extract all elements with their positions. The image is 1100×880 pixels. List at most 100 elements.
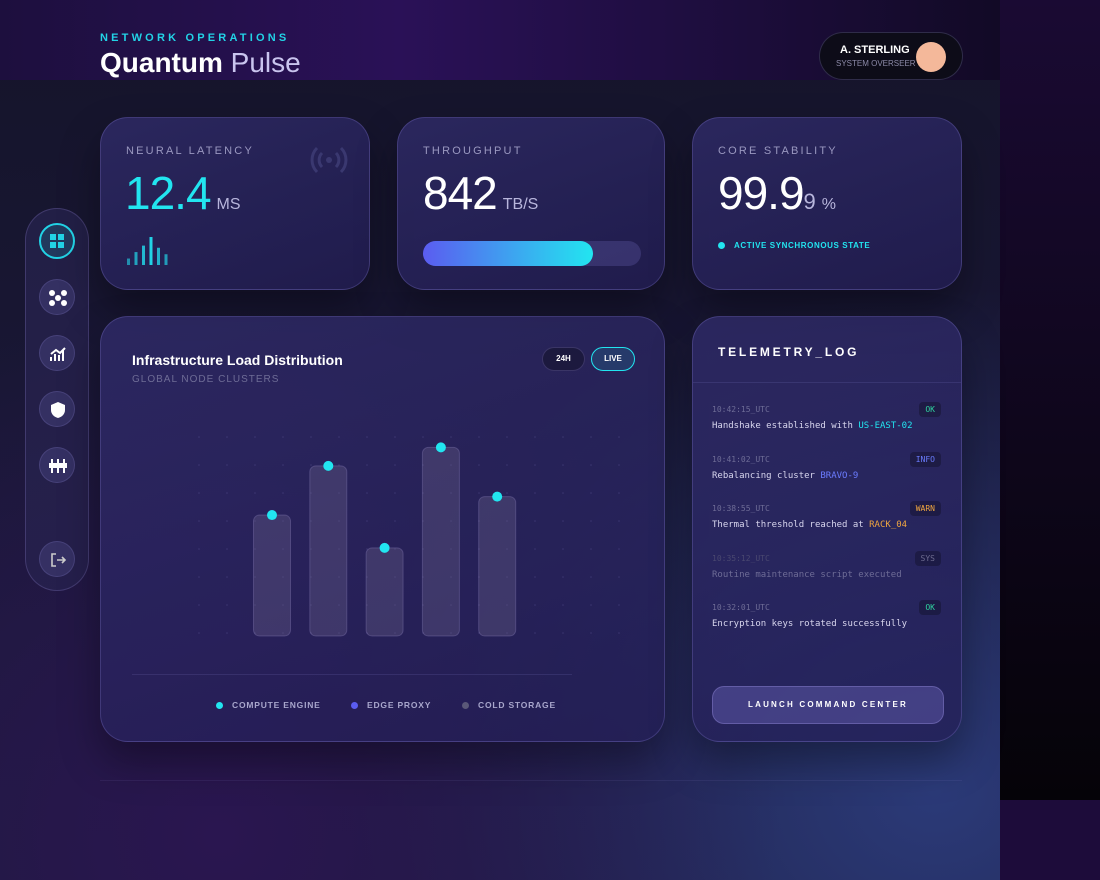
- legend-dot: [462, 702, 469, 709]
- grid-dot: [450, 520, 452, 522]
- grid-dot: [198, 632, 200, 634]
- metric-value-row: 99.99%: [718, 166, 836, 220]
- log-text: Handshake established with: [712, 421, 853, 431]
- progress-track: [423, 241, 641, 266]
- sidebar: [25, 208, 89, 591]
- grid-dot: [282, 548, 284, 550]
- side-strip: [1000, 0, 1100, 800]
- grid-dot: [422, 576, 424, 578]
- grid-dot: [310, 548, 312, 550]
- grid-dot: [394, 464, 396, 466]
- grid-dot: [366, 604, 368, 606]
- grid-dot: [310, 464, 312, 466]
- grid-dot: [618, 520, 620, 522]
- grid-dot: [338, 576, 340, 578]
- grid-dot: [338, 464, 340, 466]
- legend-label: COLD STORAGE: [478, 700, 556, 710]
- grid-dot: [310, 520, 312, 522]
- legend-label: EDGE PROXY: [367, 700, 432, 710]
- launch-button[interactable]: LAUNCH COMMAND CENTER: [712, 686, 944, 724]
- grid-dot: [618, 632, 620, 634]
- metric-unit: MS: [216, 196, 241, 213]
- grid-dot: [254, 632, 256, 634]
- grid-dot: [506, 548, 508, 550]
- bar: [309, 465, 348, 637]
- grid-dot: [226, 492, 228, 494]
- grid-dot: [282, 632, 284, 634]
- divider: [132, 674, 572, 675]
- grid-dot: [394, 520, 396, 522]
- bar: [253, 514, 291, 637]
- grid-dot: [562, 576, 564, 578]
- icon: [51, 402, 65, 418]
- grid-dot: [506, 492, 508, 494]
- spark-bar: [142, 245, 145, 265]
- grid-dot: [590, 576, 592, 578]
- log-time: 10:32:01_UTC: [712, 603, 770, 612]
- grid-dot: [506, 632, 508, 634]
- nav-security[interactable]: [39, 391, 75, 427]
- metric-unit: %: [821, 196, 837, 213]
- grid-dot: [450, 492, 452, 494]
- grid-dot: [562, 632, 564, 634]
- grid-dot: [422, 492, 424, 494]
- log-text: Encryption keys rotated successfully: [712, 619, 908, 629]
- grid-dot: [310, 492, 312, 494]
- grid-dot: [506, 604, 508, 606]
- grid-dot: [450, 464, 452, 466]
- eyebrow: NETWORK OPERATIONS: [100, 32, 290, 44]
- grid-dot: [590, 548, 592, 550]
- status-dot: [718, 242, 725, 249]
- nav-settings[interactable]: [39, 447, 75, 483]
- user-chip[interactable]: A. STERLING SYSTEM OVERSEER: [819, 32, 963, 80]
- nav-analytics[interactable]: [39, 335, 75, 371]
- bar-cap: [323, 460, 334, 471]
- filter-button[interactable]: LIVE: [591, 347, 635, 371]
- spark-bar: [127, 258, 130, 265]
- grid-dot: [590, 492, 592, 494]
- legend-label: COMPUTE ENGINE: [232, 700, 321, 710]
- nav-network[interactable]: [39, 279, 75, 315]
- grid-dot: [366, 520, 368, 522]
- grid-dot: [506, 464, 508, 466]
- grid-dot: [226, 464, 228, 466]
- grid-dot: [562, 520, 564, 522]
- bar: [421, 446, 460, 637]
- grid-dot: [338, 548, 340, 550]
- grid-dot: [590, 464, 592, 466]
- grid-dot: [366, 632, 368, 634]
- grid-dot: [198, 464, 200, 466]
- grid-dot: [534, 548, 536, 550]
- grid-dot: [338, 604, 340, 606]
- grid-dot: [478, 632, 480, 634]
- spark-bar: [134, 252, 138, 265]
- grid-dot: [198, 604, 200, 606]
- grid-dot: [590, 604, 592, 606]
- log-highlight: BRAVO-9: [820, 470, 859, 481]
- bar: [478, 496, 517, 637]
- grid-dot: [478, 492, 480, 494]
- grid-dot: [562, 436, 564, 438]
- grid-dot: [478, 576, 480, 578]
- grid-dot: [590, 632, 592, 634]
- grid-dot: [198, 492, 200, 494]
- spark-bar: [149, 237, 153, 265]
- nav-dashboard[interactable]: [39, 223, 75, 259]
- grid-dot: [562, 492, 564, 494]
- log-time: 10:41:02_UTC: [712, 454, 770, 464]
- spark-bar: [157, 247, 160, 265]
- log-time: 10:35:12_UTC: [712, 553, 770, 563]
- user-role: SYSTEM OVERSEER: [836, 59, 916, 68]
- log-text: Routine maintenance script executed: [712, 569, 902, 580]
- metric-value-row: 12.4 MS: [125, 166, 241, 220]
- log-message: Routine maintenance script executed: [712, 570, 902, 580]
- nav-logout[interactable]: [39, 541, 75, 577]
- log-text: Thermal threshold reached at: [712, 520, 864, 530]
- icon: [51, 553, 67, 567]
- filter-button[interactable]: 24H: [542, 347, 585, 371]
- log-level: SYS: [914, 550, 941, 566]
- telemetry-card: TELEMETRY_LOG 10:42:15_UTC OK Handshake es…: [692, 316, 962, 742]
- bar-cap: [492, 491, 503, 502]
- grid-dot: [310, 632, 312, 634]
- grid-dot: [254, 548, 256, 550]
